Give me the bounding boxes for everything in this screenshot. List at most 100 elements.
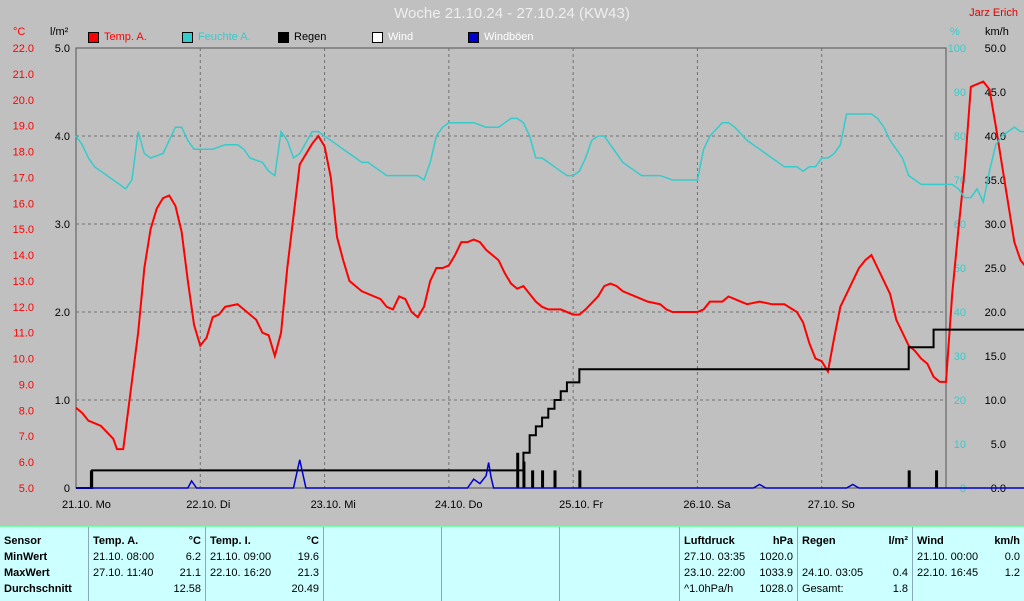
temp-axis-label: 17.0: [13, 172, 34, 184]
humidity-line: [75, 113, 1024, 205]
rain-axis-label: 0: [64, 483, 70, 495]
stats-temp-i-min-value: 19.6: [297, 551, 319, 563]
humidity-axis-label: 30: [954, 351, 966, 363]
stats-temp-a-avg: 12.58: [173, 583, 201, 595]
rain-axis-label: 2.0: [55, 307, 70, 319]
temp-axis-label: 22.0: [13, 43, 34, 55]
stats-rain-header: Regen: [802, 535, 836, 547]
chart-title: Woche 21.10.24 - 27.10.24 (KW43): [394, 5, 630, 22]
temperature-line: [75, 80, 1024, 451]
stats-pressure-avg: 1028.0: [759, 583, 793, 595]
legend-label-wind: Wind: [388, 31, 414, 43]
wind-axis-label: 50.0: [985, 43, 1006, 55]
rain-bar: [89, 470, 93, 488]
rain-bar: [553, 470, 557, 488]
stats-pressure-header: Luftdruck: [684, 535, 735, 547]
gust-line: [76, 459, 1024, 489]
stats-temp-i-avg: 20.49: [291, 583, 319, 595]
wind-axis-label: 15.0: [985, 351, 1006, 363]
stats-rain-max-value: 0.4: [892, 567, 908, 579]
stats-header-sensor: Sensor: [4, 535, 42, 547]
stats-pressure-max-time: 23.10. 22:00: [684, 567, 746, 579]
wind-axis-label: 20.0: [985, 307, 1006, 319]
rain-bar: [935, 470, 939, 488]
rain-axis-label: 3.0: [55, 219, 70, 231]
humidity-axis-label: 10: [954, 439, 966, 451]
stats-rain-total-label: Gesamt:: [802, 583, 844, 595]
wind-axis-label: 5.0: [991, 439, 1006, 451]
stats-temp-a-unit: °C: [188, 535, 201, 547]
temp-axis-label: 11.0: [13, 328, 34, 340]
legend-temp: Temp. A.: [88, 31, 147, 43]
rain-axis-label: 4.0: [55, 131, 70, 143]
temp-axis-label: 10.0: [13, 354, 34, 366]
legend-label-humidity: Feuchte A.: [198, 31, 251, 43]
stats-col-temp-indoor: Temp. I. °C 21.10. 09:00 19.6 22.10. 16:20…: [205, 527, 323, 601]
temp-axis-label: 7.0: [19, 431, 34, 443]
stats-wind-unit: km/h: [994, 535, 1020, 547]
rain-bar: [531, 470, 535, 488]
stats-wind-max-time: 22.10. 16:45: [917, 567, 979, 579]
temp-axis-label: 9.0: [19, 379, 34, 391]
stats-temp-i-unit: °C: [306, 535, 319, 547]
stats-temp-a-min-value: 6.2: [185, 551, 201, 563]
stats-pressure-min-time: 27.10. 03:35: [684, 551, 746, 563]
legend-label-rain: Regen: [294, 31, 327, 43]
temp-unit-label: °C: [13, 26, 26, 38]
legend-wind: Wind: [372, 31, 413, 43]
stats-temp-a-max-time: 27.10. 11:40: [93, 567, 154, 579]
stats-col-rain: Regen l/m² 24.10. 03:05 0.4 Gesamt: 1.8: [797, 527, 912, 601]
temp-axis-label: 20.0: [13, 95, 34, 107]
stats-pressure-trend: ^1.0hPa/h: [684, 583, 734, 595]
legend-swatch-wind: [372, 31, 383, 43]
x-tick-label: 26.10. Sa: [683, 499, 731, 511]
stats-col-empty-3: [559, 527, 679, 601]
humidity-axis-label: 0: [960, 483, 966, 495]
humidity-axis-label: 40: [954, 307, 966, 319]
wind-axis-label: 25.0: [985, 263, 1006, 275]
legend-rain: Regen: [278, 31, 326, 43]
rain-bar: [578, 470, 582, 488]
legend-label-temp: Temp. A.: [104, 31, 147, 43]
temp-axis-label: 6.0: [19, 457, 34, 469]
x-tick-label: 27.10. So: [808, 499, 855, 511]
legend-swatch-temp: [88, 31, 99, 43]
legend-humidity: Feuchte A.: [182, 31, 251, 43]
legend-swatch-rain: [278, 31, 289, 43]
stats-temp-i-max-value: 21.3: [297, 567, 319, 579]
stats-temp-a-max-value: 21.1: [179, 567, 201, 579]
stats-rain-max-time: 24.10. 03:05: [802, 567, 864, 579]
stats-wind-min-time: 21.10. 00:00: [917, 551, 979, 563]
stats-label-min: MinWert: [4, 551, 48, 563]
temp-axis-label: 18.0: [13, 147, 34, 159]
stats-wind-header: Wind: [917, 535, 944, 547]
humidity-axis-label: 80: [954, 131, 966, 143]
legend-label-gusts: Windböen: [484, 31, 534, 43]
x-tick-label: 25.10. Fr: [559, 499, 603, 511]
weather-chart: 21.10. Mo 22.10. Di 23.10. Mi 24.10. Do 25.1…: [13, 43, 1024, 511]
humidity-axis-label: 60: [954, 219, 966, 231]
rain-axis-label: 5.0: [55, 43, 70, 55]
legend-swatch-humidity: [182, 31, 193, 43]
humidity-unit-label: %: [950, 26, 960, 38]
temp-axis-label: 16.0: [13, 198, 34, 210]
wind-axis-label: 35.0: [985, 175, 1006, 187]
temp-axis-label: 15.0: [13, 224, 34, 236]
humidity-axis-label: 20: [954, 395, 966, 407]
stats-temp-i-header: Temp. I.: [210, 535, 251, 547]
temp-axis-label: 14.0: [13, 250, 34, 262]
stats-temp-i-max-time: 22.10. 16:20: [210, 567, 272, 579]
legend-swatch-gusts: [468, 31, 479, 43]
rain-cumulative-line: [76, 328, 1024, 489]
humidity-axis-label: 100: [948, 43, 966, 55]
statistics-panel: Sensor MinWert MaxWert Durchschnitt Temp…: [0, 526, 1024, 601]
stats-rain-unit: l/m²: [888, 535, 908, 547]
stats-col-temp-outdoor: Temp. A. °C 21.10. 08:00 6.2 27.10. 11:40 2…: [88, 527, 205, 601]
stats-wind-min-value: 0.0: [1004, 551, 1020, 563]
rain-bar: [522, 461, 526, 488]
temp-axis-label: 8.0: [19, 405, 34, 417]
wind-axis-label: 40.0: [985, 131, 1006, 143]
rain-unit-label: l/m²: [50, 26, 69, 38]
legend-gusts: Windböen: [468, 31, 534, 43]
x-tick-label: 21.10. Mo: [62, 499, 111, 511]
